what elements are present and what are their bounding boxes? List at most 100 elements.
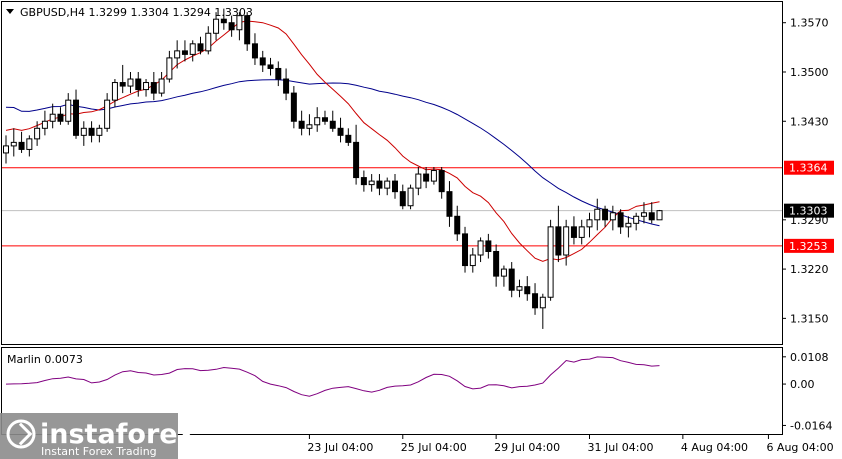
candle (275, 61, 282, 87)
candle (119, 64, 126, 94)
candle-body-bear (244, 15, 251, 45)
candle-body-bear (392, 180, 398, 193)
price-tick-label: 1.3500 (790, 66, 829, 79)
candle-body-bull (236, 15, 243, 31)
marlin-oscillator (5, 356, 660, 397)
time-tick-label: 29 Jul 04:00 (494, 441, 560, 454)
candle-body-bear (446, 191, 453, 217)
candle-body-bear (259, 57, 266, 66)
candle-body-bull (415, 173, 422, 189)
candle (500, 265, 507, 287)
candle-body-bull (65, 99, 72, 122)
level-badge (784, 160, 834, 175)
candle (26, 135, 33, 157)
candle-body-bull (189, 43, 196, 55)
candle (423, 167, 430, 189)
main-pane-frame (1, 1, 783, 345)
candle (306, 114, 313, 136)
candle-body-bear (119, 82, 126, 87)
candle (493, 244, 500, 287)
candle-body-bull (594, 208, 601, 221)
time-tick-label: 4 Aug 04:00 (681, 441, 748, 454)
candle (10, 128, 17, 157)
candle-body-bull (41, 120, 48, 129)
candle (150, 71, 157, 101)
candle-body-bear (570, 226, 577, 238)
candle (337, 117, 344, 143)
candle-body-bull (104, 99, 111, 129)
current-price-badge (784, 203, 834, 218)
candle (539, 293, 546, 329)
candle (594, 198, 601, 231)
candle-body-bear (228, 22, 235, 31)
candle (547, 219, 554, 301)
level-badge-label: 1.3364 (789, 162, 828, 175)
candle-body-bull (609, 212, 616, 221)
candle-body-bull (407, 187, 414, 207)
candle-body-bear (275, 67, 282, 80)
osc-tick-label: 0.0108 (790, 351, 829, 364)
candle (446, 181, 453, 227)
candle (570, 216, 577, 245)
candle (290, 86, 297, 129)
candle-body-bull (516, 286, 523, 291)
candle (283, 68, 290, 101)
candle (524, 276, 531, 301)
candle (407, 184, 414, 210)
candle (392, 174, 398, 199)
candle (625, 216, 632, 238)
level-badge-label: 1.3253 (789, 240, 828, 253)
symbol-header[interactable]: GBPUSD,H4 1.3299 1.3304 1.3294 1.3303 (6, 6, 253, 19)
candle-body-bull (111, 82, 118, 101)
candle-body-bull (314, 117, 321, 126)
candle (321, 110, 328, 125)
candle-body-bear (353, 141, 360, 179)
candle-body-bear (454, 215, 461, 235)
candle (563, 219, 570, 266)
candle (18, 131, 25, 153)
candle-body-bull (656, 210, 663, 221)
candle-body-bull (143, 82, 150, 91)
price-tick-label: 1.3220 (790, 263, 829, 276)
candle-body-bull (213, 18, 220, 34)
candle (174, 40, 181, 69)
oscillator-pane-frame (1, 347, 783, 435)
instaforex-watermark: instaforex Instant Forex Trading (0, 413, 195, 459)
candle (181, 40, 188, 62)
candle (80, 121, 87, 146)
candle (329, 110, 336, 132)
candle-body-bull (127, 78, 134, 87)
candle (314, 107, 321, 132)
candle (96, 124, 103, 143)
candle (298, 110, 305, 136)
candle-body-bear (423, 173, 430, 182)
time-tick-label: 23 Jul 04:00 (307, 441, 373, 454)
dropdown-triangle-icon[interactable] (6, 9, 14, 14)
candle-body-bull (368, 180, 375, 186)
candle (438, 167, 445, 199)
candle (578, 219, 585, 245)
time-tick-label: 31 Jul 04:00 (588, 441, 654, 454)
time-tick-label: 6 Aug 04:00 (766, 441, 833, 454)
candle-body-bear (399, 191, 406, 207)
candle-body-bear (88, 127, 95, 136)
candle (73, 89, 80, 139)
price-tick-label: 1.3570 (790, 17, 829, 30)
candle-body-bull (539, 296, 546, 309)
candle-body-bull (34, 127, 41, 140)
candle (158, 71, 165, 97)
candle (485, 233, 492, 259)
candle-body-bear (197, 43, 204, 52)
candle (640, 202, 647, 224)
candle (508, 262, 515, 298)
candle-body-bull (96, 127, 103, 136)
candle (3, 135, 9, 164)
candle-body-bull (3, 145, 9, 154)
candle-body-bear (181, 50, 188, 55)
candle (617, 209, 624, 234)
candle-body-bull (174, 50, 181, 59)
candle-body-bull (640, 212, 647, 217)
candle (251, 33, 258, 65)
